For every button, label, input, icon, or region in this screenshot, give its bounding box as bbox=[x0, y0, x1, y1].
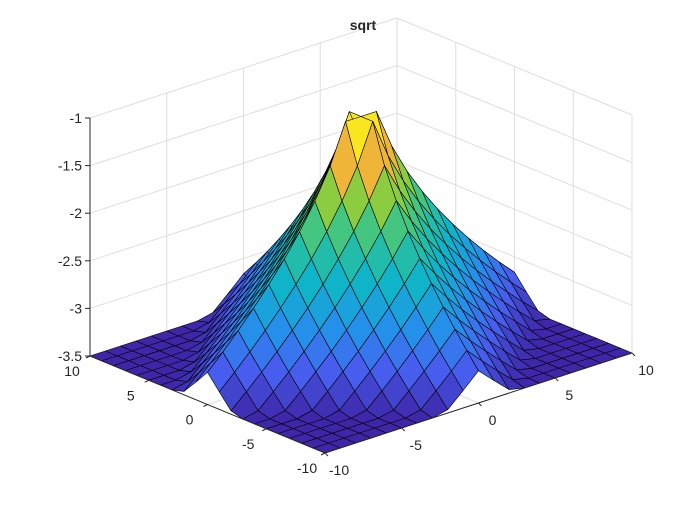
x-tick-mark bbox=[324, 452, 329, 457]
grid-line bbox=[396, 17, 633, 116]
z-tick-label: -3.5 bbox=[58, 348, 82, 364]
grid-line bbox=[396, 65, 633, 164]
axes-lines bbox=[85, 117, 636, 457]
y-tick-label: 10 bbox=[64, 363, 80, 379]
grid-line bbox=[89, 65, 398, 167]
grid-line bbox=[89, 17, 398, 119]
z-tick-label: -2 bbox=[70, 205, 83, 221]
z-tick-label: -1 bbox=[70, 110, 83, 126]
z-tick-label: -3 bbox=[70, 300, 83, 316]
x-tick-mark bbox=[478, 402, 482, 407]
chart-title: sqrt bbox=[350, 17, 377, 33]
x-tick-label: -5 bbox=[410, 437, 423, 453]
y-tick-mark bbox=[320, 452, 326, 456]
grid-line bbox=[396, 112, 633, 211]
y-tick-mark bbox=[203, 404, 208, 407]
x-tick-mark bbox=[631, 352, 636, 357]
y-tick-label: -10 bbox=[297, 460, 317, 476]
x-tick-label: 10 bbox=[638, 362, 654, 378]
surface-mesh bbox=[89, 111, 633, 454]
x-tick-label: 0 bbox=[489, 412, 497, 428]
x-tick-label: 5 bbox=[565, 387, 573, 403]
y-tick-label: 5 bbox=[127, 387, 135, 403]
y-tick-mark bbox=[144, 379, 149, 383]
grid-line bbox=[396, 160, 633, 259]
x-tick-label: -10 bbox=[329, 462, 349, 478]
y-tick-mark bbox=[262, 428, 267, 432]
y-tick-label: 0 bbox=[186, 412, 194, 428]
x-tick-mark bbox=[554, 377, 559, 382]
x-tick-mark bbox=[401, 427, 406, 432]
z-tick-label: -2.5 bbox=[58, 253, 82, 269]
z-tick-label: -1.5 bbox=[58, 158, 82, 174]
y-tick-label: -5 bbox=[242, 436, 255, 452]
